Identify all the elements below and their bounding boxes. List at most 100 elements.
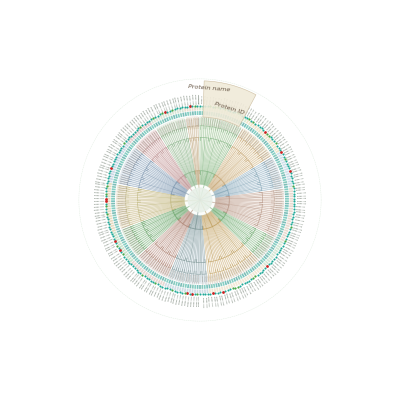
Text: TaWRKY191: TaWRKY191 — [105, 150, 115, 156]
Wedge shape — [262, 139, 266, 142]
Text: TraesCS0127: TraesCS0127 — [175, 271, 178, 280]
Wedge shape — [254, 126, 258, 130]
Wedge shape — [123, 154, 127, 158]
Wedge shape — [278, 154, 282, 158]
Text: TraesCS0032: TraesCS0032 — [255, 144, 263, 151]
Text: TraesCS0068: TraesCS0068 — [272, 218, 281, 222]
Text: TraesCS0176: TraesCS0176 — [116, 194, 126, 196]
Text: TaWRKY173: TaWRKY173 — [93, 201, 104, 202]
Wedge shape — [285, 200, 289, 202]
Text: TaWRKY67: TaWRKY67 — [293, 222, 303, 225]
Wedge shape — [258, 267, 262, 272]
Wedge shape — [290, 198, 293, 200]
Text: TraesCS0136: TraesCS0136 — [156, 263, 162, 272]
Text: TraesCS0081: TraesCS0081 — [260, 242, 269, 249]
Text: TraesCS0186: TraesCS0186 — [121, 171, 130, 176]
Wedge shape — [182, 112, 185, 117]
Wedge shape — [126, 255, 130, 259]
Wedge shape — [130, 138, 134, 141]
Wedge shape — [153, 272, 156, 276]
Wedge shape — [246, 125, 249, 129]
Text: TaWRKY50: TaWRKY50 — [293, 175, 303, 178]
Wedge shape — [226, 280, 230, 284]
Wedge shape — [151, 271, 154, 275]
Text: TaWRKY63: TaWRKY63 — [295, 211, 305, 214]
Wedge shape — [160, 281, 163, 285]
Text: TaWRKY186: TaWRKY186 — [99, 164, 110, 168]
Wedge shape — [280, 238, 284, 242]
Wedge shape — [162, 114, 165, 118]
Text: TraesCS0184: TraesCS0184 — [119, 176, 129, 180]
Wedge shape — [279, 167, 283, 170]
Text: TraesCS0194: TraesCS0194 — [128, 155, 138, 161]
Wedge shape — [126, 246, 130, 250]
Text: TaWRKY134: TaWRKY134 — [149, 284, 155, 295]
Wedge shape — [114, 236, 119, 239]
Text: TraesCS0013: TraesCS0013 — [223, 120, 228, 130]
Wedge shape — [179, 109, 182, 113]
Wedge shape — [204, 289, 206, 293]
Wedge shape — [168, 116, 171, 121]
Wedge shape — [133, 262, 137, 266]
Wedge shape — [247, 126, 251, 130]
Text: TraesCS0010: TraesCS0010 — [218, 118, 221, 128]
Wedge shape — [211, 107, 214, 112]
Wedge shape — [269, 248, 273, 252]
Wedge shape — [186, 107, 189, 112]
Wedge shape — [289, 188, 293, 190]
Wedge shape — [197, 111, 198, 115]
Text: TaWRKY207: TaWRKY207 — [134, 115, 142, 124]
Wedge shape — [162, 119, 165, 123]
Wedge shape — [283, 181, 287, 184]
Text: TaWRKY33: TaWRKY33 — [273, 132, 282, 139]
Text: TraesCS0205: TraesCS0205 — [145, 136, 152, 144]
Wedge shape — [153, 277, 156, 282]
Text: TaWRKY9: TaWRKY9 — [220, 98, 223, 107]
Text: TraesCS0097: TraesCS0097 — [236, 264, 242, 273]
Wedge shape — [145, 267, 149, 271]
Text: TaWRKY148: TaWRKY148 — [118, 261, 127, 269]
Text: TaWRKY5: TaWRKY5 — [210, 96, 212, 105]
Wedge shape — [136, 266, 140, 270]
Wedge shape — [279, 230, 283, 233]
Text: TraesCS0228: TraesCS0228 — [193, 116, 194, 126]
Wedge shape — [223, 110, 226, 114]
Text: TaWRKY222: TaWRKY222 — [174, 96, 177, 107]
Text: TaWRKY2: TaWRKY2 — [202, 96, 203, 104]
Wedge shape — [151, 125, 154, 129]
Text: TaWRKY12: TaWRKY12 — [228, 99, 232, 109]
Text: TaWRKY181: TaWRKY181 — [95, 178, 106, 181]
Wedge shape — [229, 279, 232, 284]
Text: TraesCS0091: TraesCS0091 — [246, 257, 254, 266]
Wedge shape — [118, 242, 122, 246]
Text: TraesCS0126: TraesCS0126 — [177, 271, 180, 281]
Text: TraesCS0048: TraesCS0048 — [271, 176, 281, 180]
Text: TaWRKY139: TaWRKY139 — [137, 277, 144, 287]
Wedge shape — [284, 191, 288, 193]
Text: TaWRKY24: TaWRKY24 — [256, 114, 263, 123]
Wedge shape — [138, 128, 142, 133]
Text: TraesCS0085: TraesCS0085 — [255, 249, 263, 256]
Text: TraesCS0132: TraesCS0132 — [164, 267, 169, 276]
Wedge shape — [155, 278, 158, 283]
Wedge shape — [123, 145, 127, 149]
Wedge shape — [121, 238, 125, 242]
Wedge shape — [108, 185, 112, 188]
Text: TaWRKY219: TaWRKY219 — [165, 98, 170, 110]
Wedge shape — [266, 259, 270, 262]
Text: TraesCS0192: TraesCS0192 — [126, 159, 135, 164]
Text: TraesCS0133: TraesCS0133 — [162, 266, 167, 275]
Wedge shape — [199, 111, 201, 115]
Wedge shape — [246, 120, 249, 124]
Wedge shape — [275, 238, 279, 242]
Wedge shape — [226, 285, 228, 290]
Wedge shape — [270, 246, 274, 250]
Text: TraesCS0197: TraesCS0197 — [132, 149, 141, 156]
Wedge shape — [204, 111, 206, 115]
Text: TaWRKY91: TaWRKY91 — [260, 274, 267, 282]
Text: TaWRKY20: TaWRKY20 — [247, 108, 253, 117]
Wedge shape — [268, 257, 272, 261]
Wedge shape — [273, 154, 277, 158]
Text: TraesCS0171: TraesCS0171 — [116, 204, 126, 206]
Wedge shape — [256, 269, 260, 273]
